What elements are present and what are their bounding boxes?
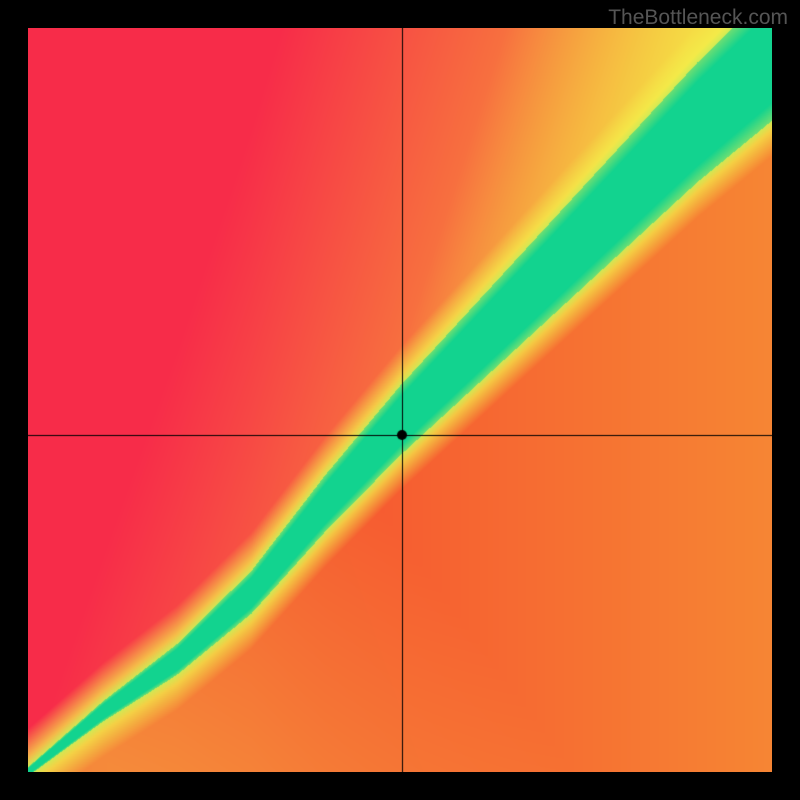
chart-container: TheBottleneck.com — [0, 0, 800, 800]
watermark-text: TheBottleneck.com — [608, 6, 788, 30]
heatmap-canvas — [28, 28, 772, 772]
heatmap-chart — [0, 0, 800, 800]
